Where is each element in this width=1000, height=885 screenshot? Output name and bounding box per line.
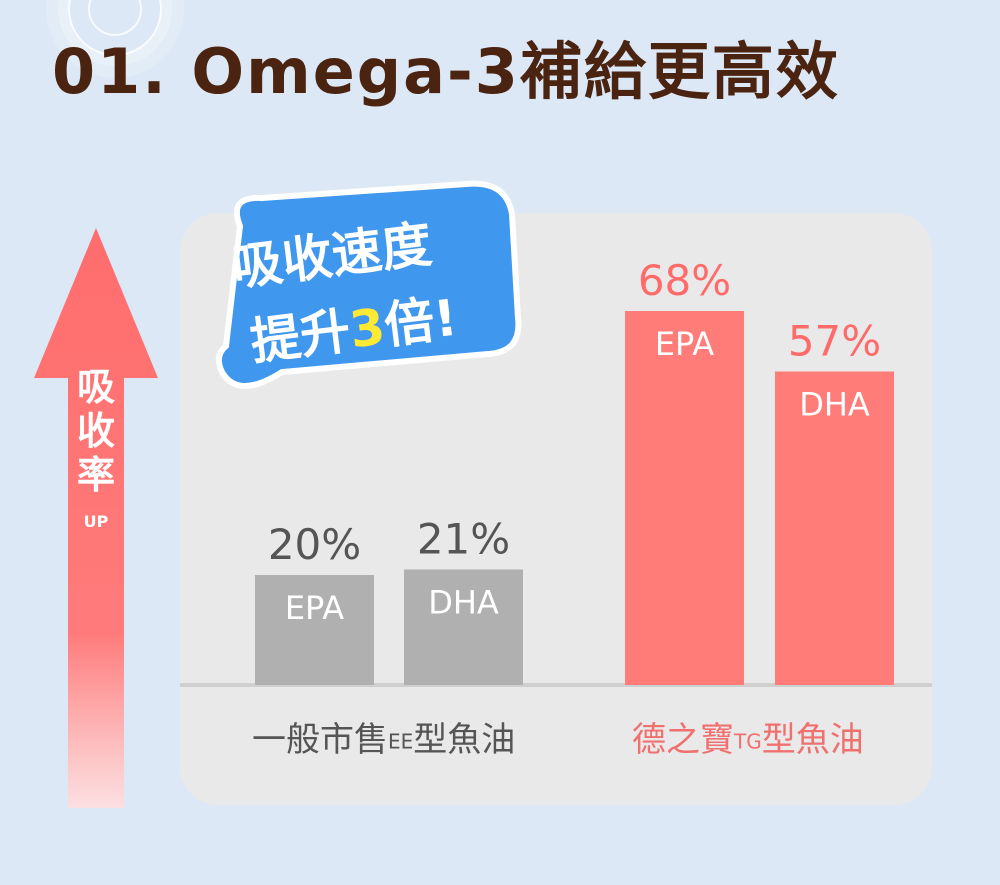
bar-value-label: 20%: [268, 520, 361, 569]
category-label-ee: 一般市售EE型魚油: [252, 720, 516, 760]
bar-tg-epa: [625, 311, 744, 685]
category-label-tg: 德之寶TG型魚油: [632, 720, 864, 760]
bar-name-label: EPA: [285, 589, 344, 627]
bar-name-label: DHA: [428, 584, 499, 622]
up-label: UP: [83, 512, 109, 531]
bar-value-label: 21%: [417, 515, 510, 564]
bar-name-label: DHA: [799, 386, 870, 424]
bar-tg-dha: [775, 371, 894, 685]
bar-name-label: EPA: [655, 325, 714, 363]
bar-ee-epa: [255, 575, 374, 685]
absorption-rate-label: 吸 收 率: [76, 365, 115, 497]
bar-value-label: 57%: [788, 317, 881, 366]
bar-ee-dha: [404, 569, 523, 685]
page-title: 01. Omega-3補給更高效: [52, 35, 840, 108]
bar-value-label: 68%: [638, 256, 731, 305]
